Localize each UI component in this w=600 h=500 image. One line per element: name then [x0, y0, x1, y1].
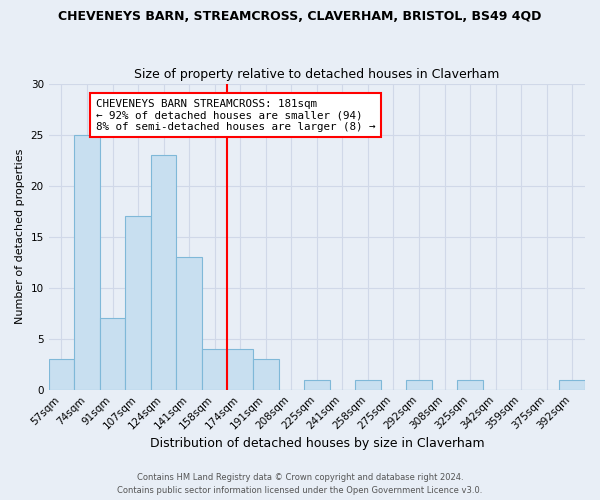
- Text: Contains HM Land Registry data © Crown copyright and database right 2024.
Contai: Contains HM Land Registry data © Crown c…: [118, 474, 482, 495]
- Bar: [253, 359, 278, 390]
- Y-axis label: Number of detached properties: Number of detached properties: [15, 149, 25, 324]
- Bar: [151, 155, 176, 390]
- Title: Size of property relative to detached houses in Claverham: Size of property relative to detached ho…: [134, 68, 500, 81]
- Bar: [49, 359, 74, 390]
- Bar: [202, 349, 227, 390]
- Bar: [176, 257, 202, 390]
- Text: CHEVENEYS BARN STREAMCROSS: 181sqm
← 92% of detached houses are smaller (94)
8% : CHEVENEYS BARN STREAMCROSS: 181sqm ← 92%…: [96, 99, 376, 132]
- Bar: [227, 349, 253, 390]
- Bar: [74, 134, 100, 390]
- X-axis label: Distribution of detached houses by size in Claverham: Distribution of detached houses by size …: [149, 437, 484, 450]
- Bar: [355, 380, 380, 390]
- Text: CHEVENEYS BARN, STREAMCROSS, CLAVERHAM, BRISTOL, BS49 4QD: CHEVENEYS BARN, STREAMCROSS, CLAVERHAM, …: [58, 10, 542, 23]
- Bar: [457, 380, 483, 390]
- Bar: [406, 380, 432, 390]
- Bar: [559, 380, 585, 390]
- Bar: [304, 380, 329, 390]
- Bar: [125, 216, 151, 390]
- Bar: [100, 318, 125, 390]
